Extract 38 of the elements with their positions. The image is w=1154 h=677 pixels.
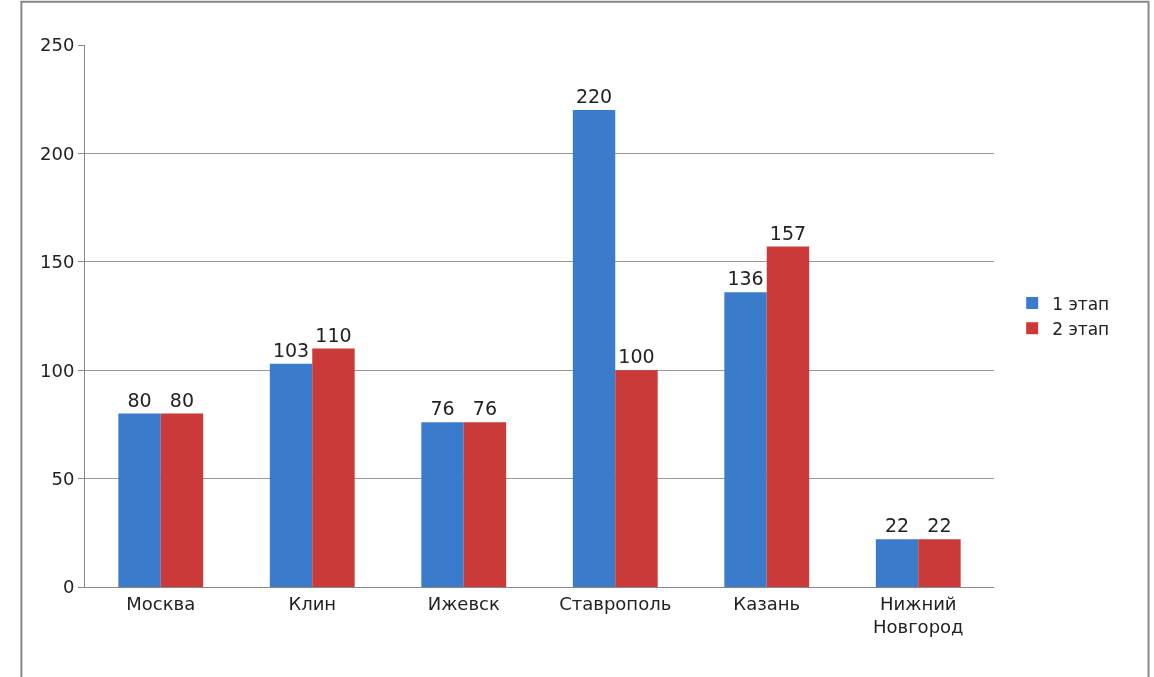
data-label: 110	[315, 323, 352, 346]
bar	[421, 422, 464, 587]
data-label: 103	[272, 338, 310, 361]
bar	[118, 413, 161, 587]
data-label: 76	[472, 397, 498, 420]
bar	[463, 422, 507, 587]
y-tick-label: 0	[62, 576, 75, 598]
x-tick-label: Ставрополь	[559, 592, 672, 614]
data-label: 22	[927, 514, 952, 537]
bar	[918, 539, 961, 587]
y-tick-label: 150	[40, 251, 75, 273]
bar	[572, 110, 616, 587]
x-tick-label: Москва	[126, 592, 196, 614]
y-tick-label: 200	[40, 142, 75, 164]
y-tick-label: 50	[51, 467, 75, 489]
data-label: 22	[884, 514, 910, 537]
y-tick-label: 250	[40, 34, 75, 56]
bar	[312, 348, 355, 587]
bar	[875, 539, 919, 587]
data-label: 157	[769, 221, 807, 244]
x-tick-label: Ижевск	[427, 592, 500, 614]
bar	[615, 370, 658, 587]
bar	[766, 246, 810, 587]
data-label: 136	[727, 267, 764, 290]
data-label: 80	[127, 388, 152, 411]
y-tick-label: 100	[40, 359, 75, 381]
data-label: 76	[430, 397, 455, 420]
data-label: 80	[169, 388, 195, 411]
x-tick-label: Нижний Новгород	[872, 592, 964, 637]
data-label: 100	[618, 345, 655, 368]
x-tick-label: Казань	[733, 592, 801, 614]
bar	[269, 363, 313, 587]
legend-label: 2 этап	[1052, 318, 1110, 339]
bar	[160, 413, 204, 587]
x-tick-label: Клин	[288, 592, 337, 614]
data-label: 220	[575, 85, 613, 108]
bar	[724, 292, 767, 587]
legend-label: 1 этап	[1052, 293, 1110, 314]
